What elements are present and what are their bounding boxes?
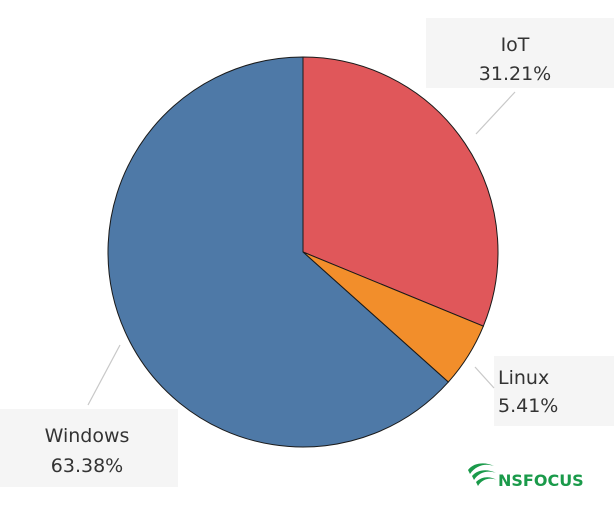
slice-value-label: 31.21% — [479, 63, 551, 85]
data-label-box — [494, 356, 614, 426]
slices-layer — [107, 56, 499, 448]
leader-line — [475, 91, 516, 135]
slice-label: Windows — [45, 425, 130, 447]
slice-value-label: 63.38% — [51, 455, 123, 477]
data-label-box — [426, 18, 614, 88]
labels-layer: IoT 31.21% Linux 5.41% Windows 63.38% — [0, 18, 614, 487]
data-label-box — [0, 409, 178, 487]
data-label-iot: IoT 31.21% — [426, 18, 614, 135]
data-label-windows: Windows 63.38% — [0, 344, 178, 487]
leader-line — [474, 366, 495, 389]
nsfocus-logo: NSFOCUS — [468, 463, 584, 490]
slice-value-label: 5.41% — [498, 395, 558, 417]
nsfocus-logo-icon — [468, 463, 497, 486]
leader-line — [87, 344, 121, 406]
pie-slice-iot — [302, 56, 499, 327]
slice-label: IoT — [501, 34, 530, 56]
nsfocus-logo-text: NSFOCUS — [498, 471, 584, 490]
data-label-linux: Linux 5.41% — [474, 356, 614, 426]
pie-slice-windows — [107, 56, 450, 448]
slice-label: Linux — [498, 367, 549, 389]
